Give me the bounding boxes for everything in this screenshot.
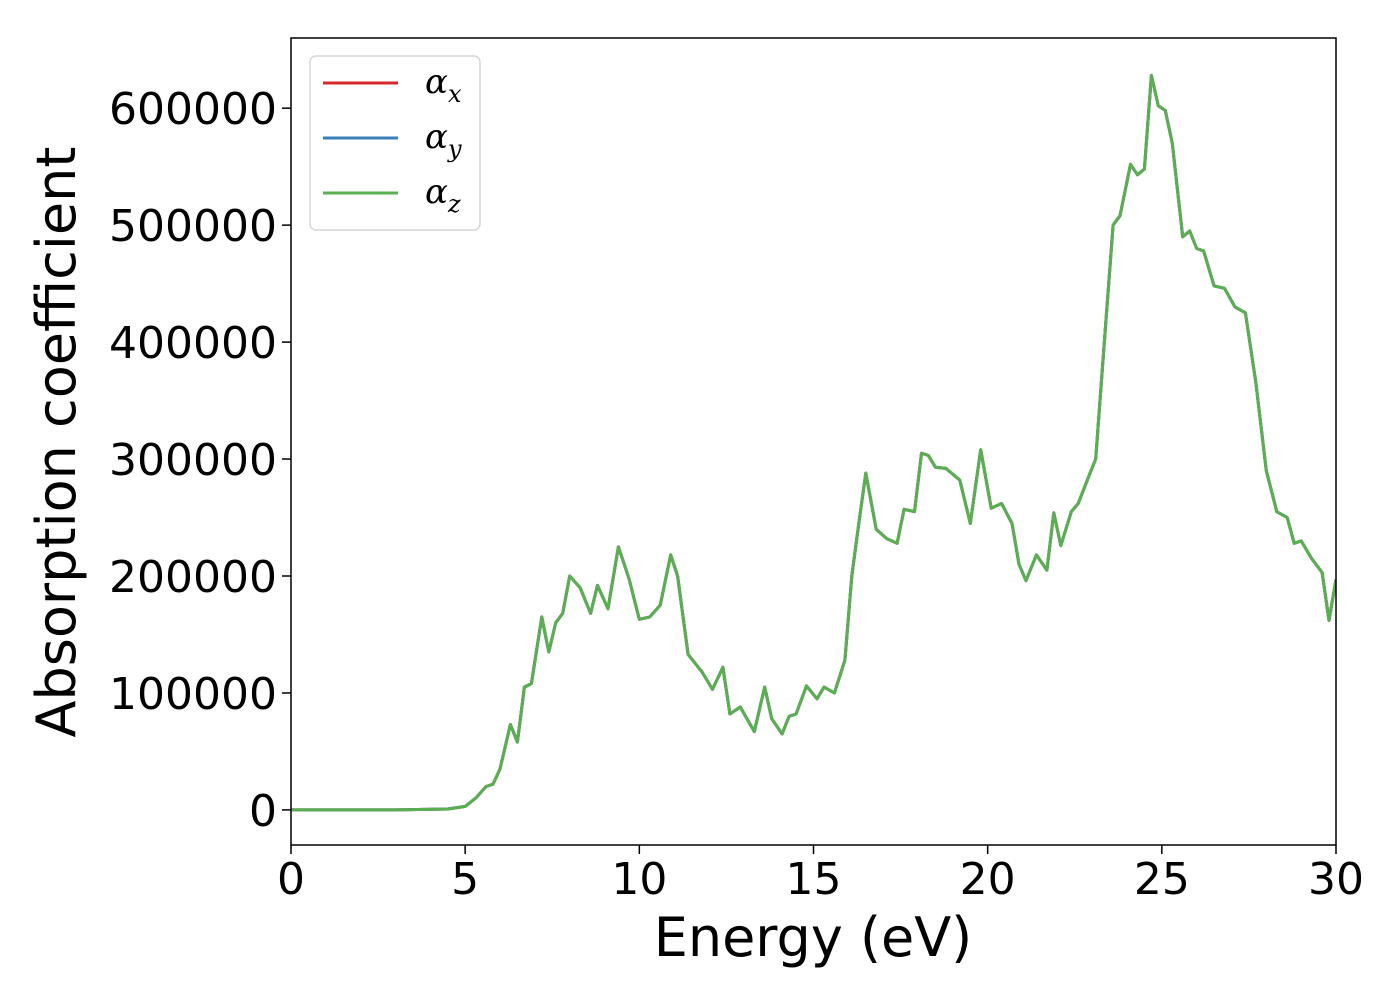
legend-label-1: αx bbox=[425, 62, 462, 108]
y-tick-label: 400000 bbox=[109, 318, 277, 369]
x-tick-label: 5 bbox=[451, 854, 479, 905]
x-tick-label: 15 bbox=[786, 854, 842, 905]
legend: αx αy αz bbox=[309, 55, 481, 231]
axes: 0 5 10 15 20 25 30 0 100000 200000 300000 400000 500… bbox=[109, 37, 1364, 905]
legend-label-2: αy bbox=[425, 117, 462, 163]
x-tick-label: 20 bbox=[960, 854, 1016, 905]
plot-area bbox=[291, 73, 1336, 812]
legend-label-3: αz bbox=[425, 172, 461, 218]
series-line-3 bbox=[291, 73, 1336, 812]
y-tick-label: 500000 bbox=[109, 201, 277, 252]
y-tick-label: 0 bbox=[249, 786, 277, 837]
x-axis-label: Energy (eV) bbox=[654, 906, 973, 969]
x-tick-label: 0 bbox=[277, 854, 305, 905]
y-tick-label: 600000 bbox=[109, 84, 277, 135]
y-axis-label: Absorption coefficient bbox=[25, 147, 88, 738]
x-tick-label: 25 bbox=[1134, 854, 1190, 905]
x-tick-label: 30 bbox=[1308, 854, 1364, 905]
y-tick-label: 200000 bbox=[109, 552, 277, 603]
legend-box bbox=[309, 55, 481, 231]
y-tick-label: 300000 bbox=[109, 435, 277, 486]
y-tick-label: 100000 bbox=[109, 669, 277, 720]
x-tick-label: 10 bbox=[611, 854, 667, 905]
